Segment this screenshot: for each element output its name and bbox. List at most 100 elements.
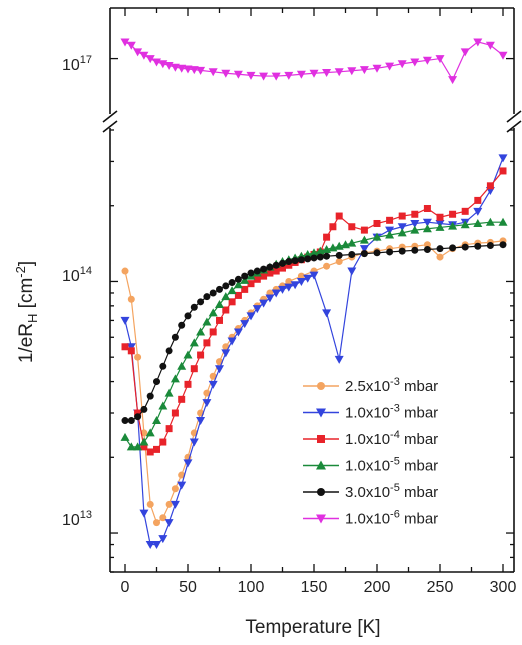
series-line — [124, 170, 504, 453]
data-point — [209, 372, 217, 380]
data-point — [209, 289, 217, 297]
legend-label: 1.0x10-6 mbar — [345, 509, 438, 528]
data-point — [153, 445, 160, 453]
data-point — [335, 251, 343, 259]
data-point — [215, 365, 224, 374]
data-point — [165, 425, 173, 433]
series-layer — [120, 38, 508, 550]
legend-label: 1.0x10-5 mbar — [345, 456, 438, 475]
data-point — [278, 285, 287, 294]
series-5 — [121, 241, 507, 425]
data-point — [240, 320, 250, 329]
data-point — [271, 72, 281, 81]
data-point — [253, 275, 261, 283]
data-point — [196, 66, 206, 75]
data-point — [246, 71, 256, 80]
data-point — [121, 343, 129, 351]
data-point — [159, 438, 167, 446]
data-point — [126, 343, 136, 352]
data-point — [221, 69, 231, 78]
x-axis-label: Temperature [K] — [245, 617, 380, 638]
data-point — [448, 221, 458, 230]
y-axis-label: 1/eRH [cm-2] — [13, 261, 40, 363]
data-point — [309, 69, 319, 78]
axis-break-left — [102, 110, 118, 133]
legend-item: 2.5x10-3 mbar — [303, 376, 438, 395]
data-point — [145, 541, 155, 550]
data-point — [499, 167, 507, 175]
data-point — [134, 413, 142, 421]
data-point — [158, 401, 168, 410]
data-point — [165, 347, 173, 355]
data-point — [152, 541, 161, 550]
data-point — [486, 241, 494, 249]
data-point — [170, 374, 180, 383]
data-point — [473, 218, 483, 227]
data-point — [296, 70, 306, 79]
data-point — [170, 500, 180, 509]
x-tick-label: 150 — [301, 579, 328, 596]
series-line — [124, 240, 504, 524]
data-point — [259, 299, 269, 308]
x-tick-label: 250 — [427, 579, 454, 596]
legend-item: 1.0x10-6 mbar — [303, 509, 438, 528]
data-point — [189, 438, 199, 447]
data-point — [145, 55, 155, 64]
data-point — [347, 67, 357, 76]
data-point — [485, 217, 495, 226]
data-point — [435, 55, 445, 64]
data-point — [177, 64, 187, 73]
data-point — [359, 66, 369, 75]
data-point — [410, 219, 420, 228]
data-point — [385, 230, 395, 239]
data-point — [153, 519, 160, 527]
data-point — [190, 365, 198, 373]
data-point — [303, 274, 313, 283]
data-point — [121, 267, 129, 275]
data-point — [120, 38, 130, 47]
data-point — [410, 225, 420, 234]
data-point — [260, 265, 268, 273]
data-point — [247, 269, 255, 277]
data-point — [272, 261, 280, 269]
data-point — [222, 306, 230, 314]
data-point — [297, 272, 305, 280]
data-point — [373, 219, 381, 227]
data-point — [221, 349, 231, 358]
data-point — [189, 338, 199, 347]
data-point — [410, 58, 420, 67]
data-point — [423, 204, 431, 212]
data-point — [139, 51, 149, 60]
legend-swatch-marker — [317, 435, 325, 443]
data-point — [304, 255, 312, 263]
data-point — [234, 291, 242, 299]
data-point — [164, 388, 174, 397]
data-point — [323, 252, 331, 260]
data-point — [284, 283, 294, 292]
data-point — [253, 267, 261, 275]
legend: 2.5x10-3 mbar 1.0x10-3 mbar 1.0x10-4 mbar 1… — [303, 376, 438, 528]
data-point — [120, 432, 130, 441]
data-point — [316, 253, 324, 261]
data-point — [348, 223, 356, 231]
data-point — [203, 339, 211, 347]
data-point — [260, 272, 268, 280]
data-point — [397, 228, 407, 237]
data-point — [435, 222, 445, 231]
data-point — [271, 289, 281, 298]
data-point — [266, 269, 274, 277]
data-point — [146, 448, 154, 456]
data-point — [227, 286, 237, 295]
data-point — [228, 298, 236, 306]
data-point — [127, 295, 135, 303]
data-point — [139, 509, 149, 518]
data-point — [126, 442, 136, 451]
axis-break-right — [506, 110, 522, 133]
legend-label: 2.5x10-3 mbar — [345, 376, 438, 395]
data-point — [461, 243, 469, 251]
data-point — [121, 417, 129, 425]
data-point — [178, 395, 186, 403]
data-point — [202, 317, 212, 326]
data-point — [486, 182, 494, 190]
